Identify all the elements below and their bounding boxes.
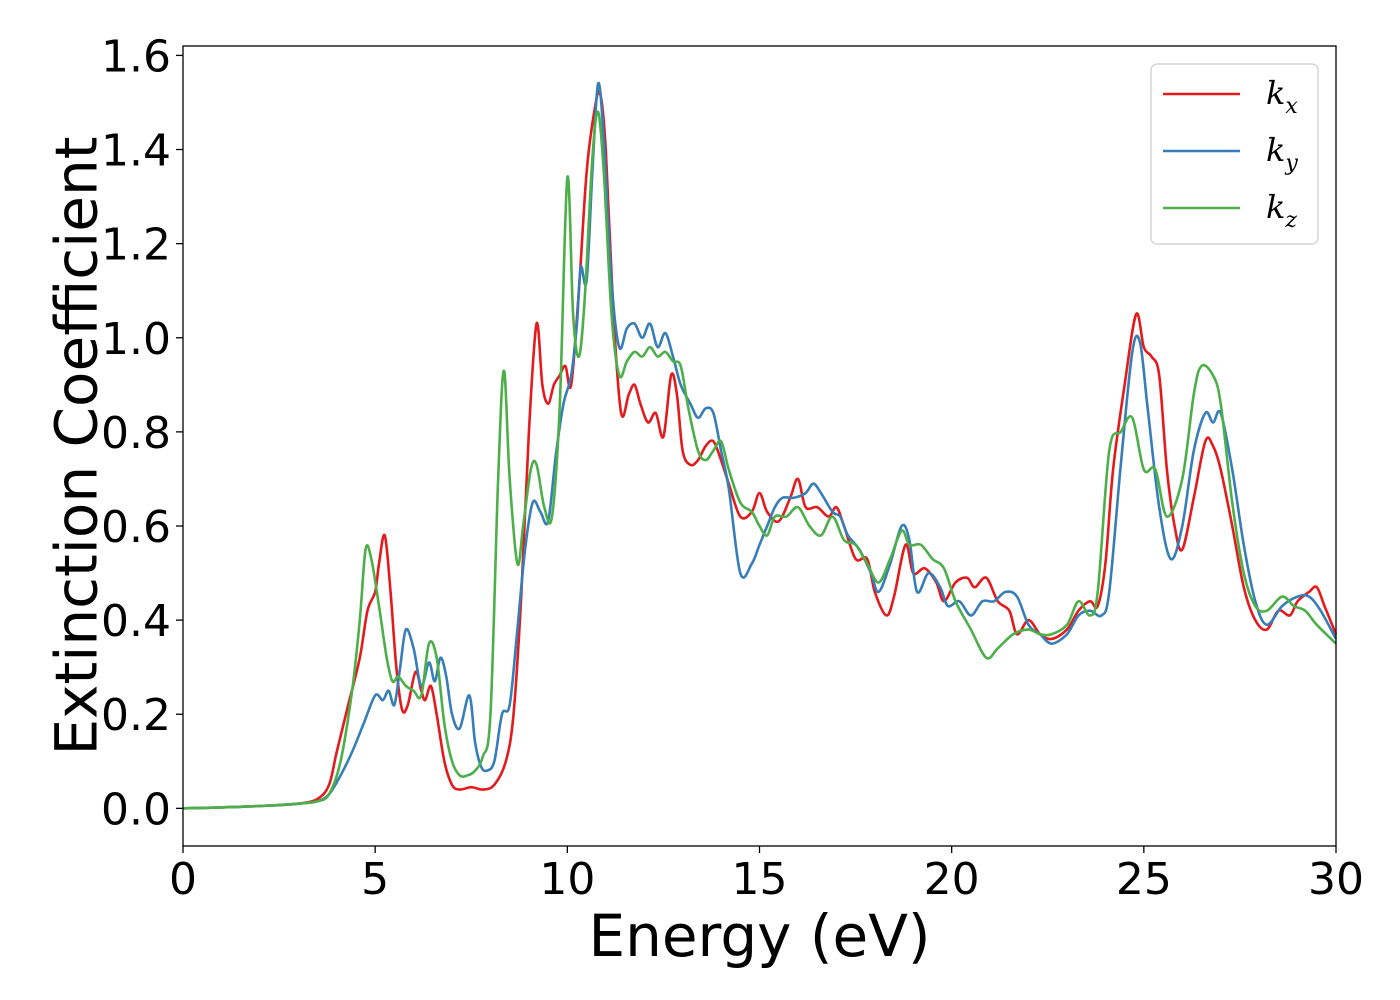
y-tick-label: 1.6: [101, 31, 171, 82]
legend-label-ky: ky: [1266, 131, 1298, 176]
x-tick-label: 10: [539, 854, 595, 905]
series-line-ky: [182, 81, 1338, 810]
series-layer: [182, 81, 1338, 810]
y-tick-label: 0.8: [101, 408, 171, 459]
y-tick-label: 1.4: [101, 126, 171, 177]
x-tick-label: 25: [1116, 854, 1172, 905]
x-tick-label: 15: [732, 854, 788, 905]
legend-box: [1150, 63, 1319, 245]
y-axis-title: Extinction Coefficient: [42, 137, 110, 756]
y-tick-label: 0.0: [101, 784, 171, 835]
y-tick-label: 0.6: [101, 502, 171, 553]
x-tick-label: 30: [1308, 854, 1364, 905]
y-tick-label: 1.0: [101, 314, 171, 365]
series-line-kz: [182, 110, 1337, 810]
y-tick-label: 0.2: [101, 690, 171, 741]
x-tick-label: 20: [924, 854, 980, 905]
y-tick-label: 1.2: [101, 220, 171, 271]
x-tick-label: 0: [169, 854, 197, 905]
x-tick-label: 5: [361, 854, 389, 905]
y-tick-label: 0.4: [101, 596, 171, 647]
x-axis-title: Energy (eV): [588, 902, 930, 970]
ticks-layer: 0 5 10 15 20 25 30 0.0 0.2 0.4 0.6 0.8 1.0 1.2 1.4 1.6: [101, 31, 1364, 905]
